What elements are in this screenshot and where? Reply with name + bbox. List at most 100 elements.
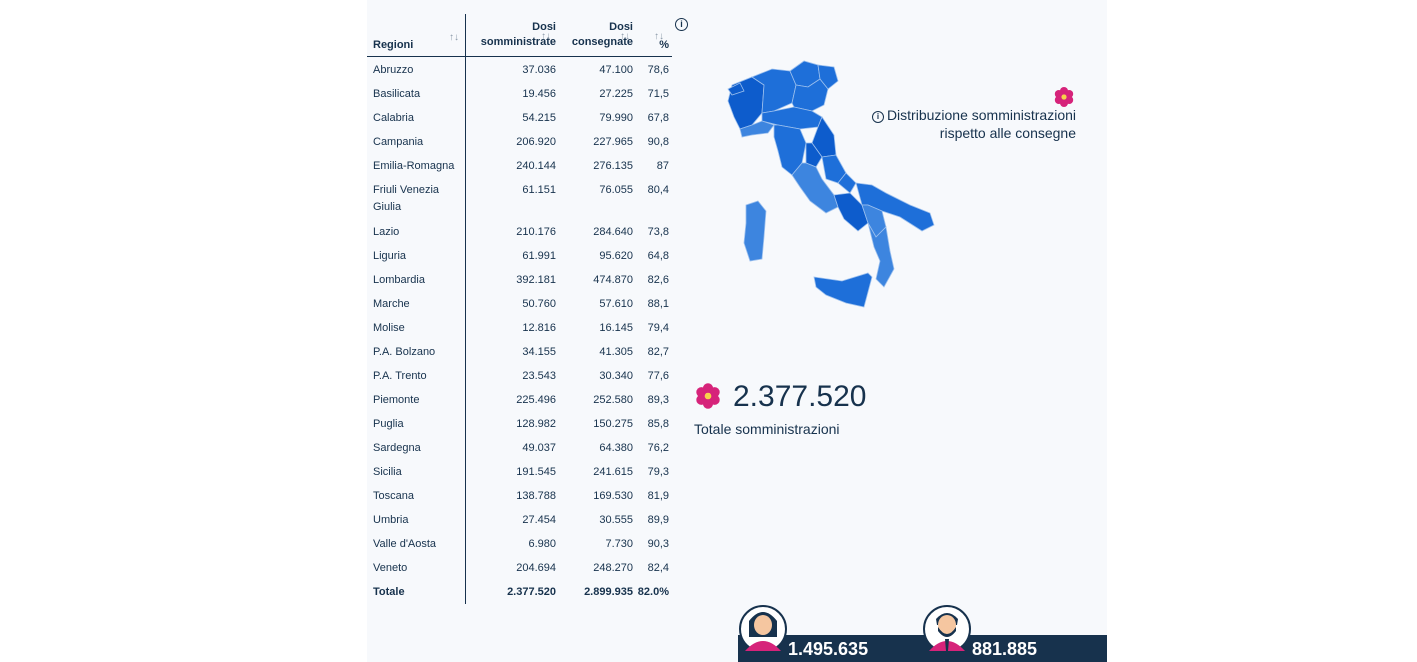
cell-region: Basilicata (373, 88, 421, 100)
cell-cons: 95.620 (599, 250, 633, 262)
region-umbria[interactable] (805, 142, 823, 168)
cell-cons: 474.870 (593, 274, 633, 286)
cell-pct: 82,6 (647, 274, 669, 286)
cell-cons: 27.225 (599, 88, 633, 100)
flower-icon (1054, 87, 1074, 107)
cell-somm: 54.215 (522, 112, 556, 124)
cell-cons: 248.270 (593, 562, 633, 574)
cell-region: Puglia (373, 418, 404, 430)
cell-pct: 64,8 (647, 250, 669, 262)
cell-somm: 61.991 (522, 250, 556, 262)
region-sicilia[interactable] (813, 272, 873, 308)
cell-region: Valle d'Aosta (373, 538, 437, 550)
region-friuli[interactable] (817, 64, 839, 90)
cell-somm: 19.456 (522, 88, 556, 100)
region-piemonte[interactable] (727, 76, 765, 130)
cell-region: Piemonte (373, 394, 420, 406)
cell-region: Liguria (373, 250, 407, 262)
header-percent[interactable]: % (659, 39, 669, 51)
cell-pct: 79,4 (647, 322, 669, 334)
cell-pct: 85,8 (647, 418, 669, 430)
cell-region: Emilia-Romagna (373, 160, 455, 172)
flower-icon (696, 383, 720, 409)
info-icon[interactable]: i (871, 111, 884, 123)
cell-somm: 27.454 (522, 514, 556, 526)
cell-region: Sicilia (373, 466, 402, 478)
cell-pct: 79,3 (647, 466, 669, 478)
region-calabria[interactable] (867, 222, 895, 288)
cell-pct: 77,6 (647, 370, 669, 382)
sort-icon[interactable]: ↑↓ (541, 31, 551, 42)
cell-pct: 90,3 (647, 538, 669, 550)
cell-pct: 90,8 (647, 136, 669, 148)
cell-cons: 16.145 (599, 322, 633, 334)
cell-cons: 150.275 (593, 418, 633, 430)
info-icon[interactable]: i (675, 18, 688, 31)
cell-region: Toscana (373, 490, 414, 502)
legend-text: Distribuzione somministrazioni rispetto … (886, 107, 1076, 141)
cell-region: P.A. Bolzano (373, 346, 436, 358)
cell-somm: 50.760 (522, 298, 556, 310)
region-liguria[interactable] (739, 120, 775, 138)
cell-somm: 392.181 (516, 274, 556, 286)
cell-somm: 204.694 (516, 562, 556, 574)
header-dosi-consegnate[interactable]: Dosi consegnate (571, 21, 633, 48)
cell-pct: 80,4 (647, 184, 669, 196)
total-administrations-value: 2.377.520 (733, 380, 867, 413)
italy-map (727, 60, 935, 308)
region-sardegna[interactable] (743, 200, 767, 262)
cell-cons: 76.055 (599, 184, 633, 196)
cell-cons: 41.305 (599, 346, 633, 358)
cell-cons: 252.580 (593, 394, 633, 406)
woman-avatar-icon (739, 605, 787, 653)
cell-pct: 76,2 (647, 442, 669, 454)
sort-icon[interactable]: ↑↓ (620, 31, 630, 42)
cell-pct: 89,3 (647, 394, 669, 406)
cell-somm: 210.176 (516, 226, 556, 238)
cell-cons: 227.965 (593, 136, 633, 148)
cell-somm: 191.545 (516, 466, 556, 478)
cell-somm: 12.816 (522, 322, 556, 334)
cell-region: Lazio (373, 226, 400, 238)
cell-somm: 23.543 (522, 370, 556, 382)
cell-cons: 241.615 (593, 466, 633, 478)
man-avatar-icon (923, 605, 971, 653)
cell-somm: 34.155 (522, 346, 556, 358)
cell-cons: 276.135 (593, 160, 633, 172)
cell-region: P.A. Trento (373, 370, 427, 382)
sort-icon[interactable]: ↑↓ (654, 31, 664, 42)
cell-pct: 82.0% (637, 586, 669, 598)
cell-somm: 138.788 (516, 490, 556, 502)
table-header-rule (367, 56, 672, 57)
cell-pct: 82,4 (647, 562, 669, 574)
cell-somm: 128.982 (516, 418, 556, 430)
gender-bar: 1.495.635 881.885 (738, 635, 1107, 662)
header-dosi-somministrate[interactable]: Dosi somministrate (480, 21, 556, 48)
cell-somm: 61.151 (522, 184, 556, 196)
women-count: 1.495.635 (788, 639, 869, 659)
cell-somm: 240.144 (516, 160, 556, 172)
cell-pct: 81,9 (647, 490, 669, 502)
cell-somm: 49.037 (522, 442, 556, 454)
sort-icon[interactable]: ↑↓ (449, 32, 459, 43)
cell-region: Molise (373, 322, 405, 334)
cell-cons: 79.990 (599, 112, 633, 124)
men-count: 881.885 (972, 639, 1038, 659)
region-valle-daosta[interactable] (727, 82, 745, 96)
cell-cons: 64.380 (599, 442, 633, 454)
cell-somm: 37.036 (522, 64, 556, 76)
region-veneto[interactable] (791, 78, 829, 112)
header-regioni[interactable]: Regioni (373, 39, 414, 51)
cell-region: Umbria (373, 514, 409, 526)
cell-region: Calabria (373, 112, 414, 124)
region-campania[interactable] (833, 192, 869, 232)
cell-region: Totale (373, 586, 405, 598)
cell-pct: 73,8 (647, 226, 669, 238)
cell-region: Veneto (373, 562, 408, 574)
table-divider (465, 14, 466, 604)
cell-cons: 169.530 (593, 490, 633, 502)
cell-pct: 89,9 (647, 514, 669, 526)
cell-region: Marche (373, 298, 410, 310)
cell-region: Friuli Venezia Giulia (373, 184, 440, 213)
total-administrations-label: Totale somministrazioni (694, 421, 840, 437)
